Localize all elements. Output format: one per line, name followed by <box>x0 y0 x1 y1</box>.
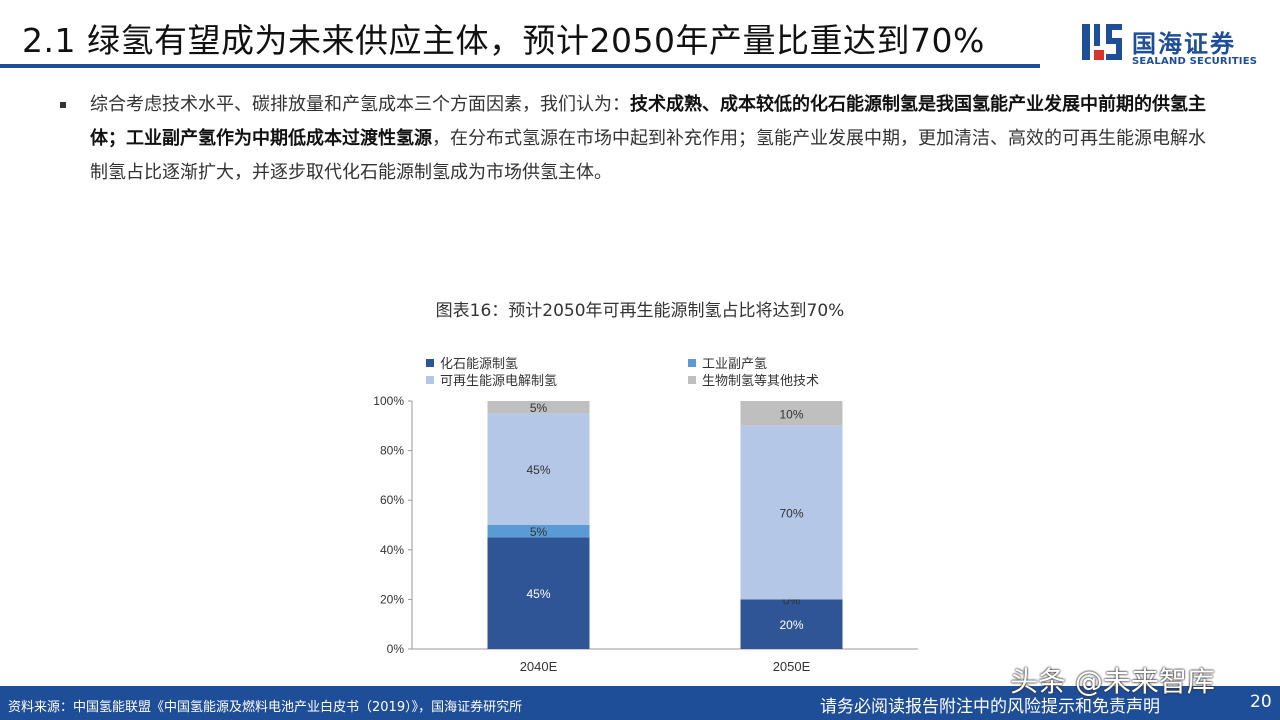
data-label: 5% <box>530 401 548 415</box>
bar-segment <box>487 413 590 525</box>
footer-bar <box>0 686 1280 720</box>
y-tick-label: 100% <box>373 394 404 408</box>
data-label: 5% <box>530 525 548 539</box>
summary-paragraph: 综合考虑技术水平、碳排放量和产氢成本三个方面因素，我们认为：技术成熟、成本较低的… <box>90 88 1210 190</box>
legend-label: 可再生能源电解制氢 <box>440 374 557 389</box>
watermark: 头条 @未来智库 <box>1010 665 1215 698</box>
company-logo: 国海证券 SEALAND SECURITIES <box>1080 20 1260 72</box>
page-title: 2.1 绿氢有望成为未来供应主体，预计2050年产量比重达到70% <box>22 21 985 60</box>
x-tick-label: 2050E <box>773 659 811 674</box>
legend-swatch <box>688 376 696 384</box>
bar-segment <box>487 525 590 538</box>
summary-text-1: 综合考虑技术水平、碳排放量和产氢成本三个方面因素，我们认为： <box>90 94 630 115</box>
data-label: 45% <box>526 463 550 477</box>
data-label: 10% <box>779 407 803 421</box>
legend-swatch <box>688 359 696 367</box>
page-number: 20 <box>1250 692 1272 712</box>
legend-label: 生物制氢等其他技术 <box>702 373 819 389</box>
footer-source: 资料来源：中国氢能联盟《中国氢能源及燃料电池产业白皮书（2019）》，国海证券研… <box>8 700 523 715</box>
sealand-logo-icon <box>1082 24 1122 60</box>
title-divider <box>0 64 1040 68</box>
chart-title: 图表16：预计2050年可再生能源制氢占比将达到70% <box>435 301 845 321</box>
x-tick-label: 2040E <box>520 659 558 674</box>
footer-disclaimer: 请务必阅读报告附注中的风险提示和免责声明 <box>820 697 1160 717</box>
logo-english-name: SEALAND SECURITIES <box>1132 56 1258 67</box>
bar-segment <box>487 537 590 649</box>
y-tick-label: 60% <box>380 493 404 507</box>
legend-label: 化石能源制氢 <box>440 357 518 372</box>
y-tick-label: 40% <box>380 543 404 557</box>
stacked-bar-chart: 0%20%40%60%80%100%45%5%45%5%2040E20%0%70… <box>373 357 918 674</box>
logo-chinese-name: 国海证券 <box>1132 30 1236 58</box>
y-tick-label: 80% <box>380 444 404 458</box>
y-tick-label: 0% <box>387 642 405 656</box>
bar-segment <box>740 599 843 649</box>
y-tick-label: 20% <box>380 592 404 606</box>
data-label: 20% <box>779 618 803 632</box>
bullet-icon <box>60 102 66 108</box>
legend-swatch <box>426 376 434 384</box>
summary-text-bold: 技术成熟、成本较低的化石能源制氢是我国氢能产业发展中前期的供氢主体；工业副产氢作… <box>90 94 1206 149</box>
legend-swatch <box>426 359 434 367</box>
data-label: 45% <box>526 587 550 601</box>
bar-segment <box>740 425 843 600</box>
bar-segment <box>487 401 590 414</box>
bar-segment <box>740 401 843 426</box>
summary-text-2: ，在分布式氢源在市场中起到补充作用；氢能产业发展中期，更加清洁、高效的可再生能源… <box>90 128 1206 183</box>
legend-label: 工业副产氢 <box>702 357 767 372</box>
data-label: 70% <box>779 507 803 521</box>
